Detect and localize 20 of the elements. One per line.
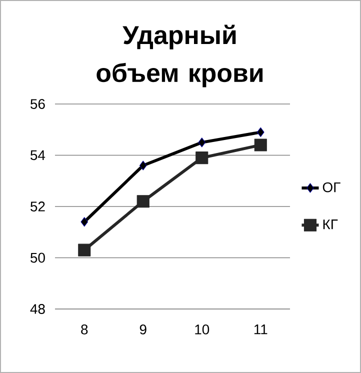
point: [198, 138, 206, 148]
point: [256, 127, 264, 137]
x-tick-label: 9: [140, 324, 146, 334]
y-tick-label: 54: [30, 150, 46, 160]
point: [139, 160, 147, 170]
chart-title: Ударный объем крови: [96, 24, 263, 88]
y-tick-label: 48: [30, 304, 45, 314]
x-tick-label: 10: [195, 324, 210, 334]
y-tick-label: 56: [30, 99, 45, 109]
point: [254, 138, 267, 152]
point: [80, 217, 88, 227]
point: [136, 195, 150, 208]
legend-label: КГ: [323, 220, 338, 230]
y-tick-label: 50: [30, 252, 45, 263]
legend-label: ОГ: [322, 182, 340, 192]
x-tick-label: 11: [254, 324, 268, 334]
y-tick-label: 52: [30, 202, 45, 212]
x-tick-label: 8: [81, 324, 88, 334]
point: [196, 152, 208, 164]
point: [78, 244, 91, 256]
